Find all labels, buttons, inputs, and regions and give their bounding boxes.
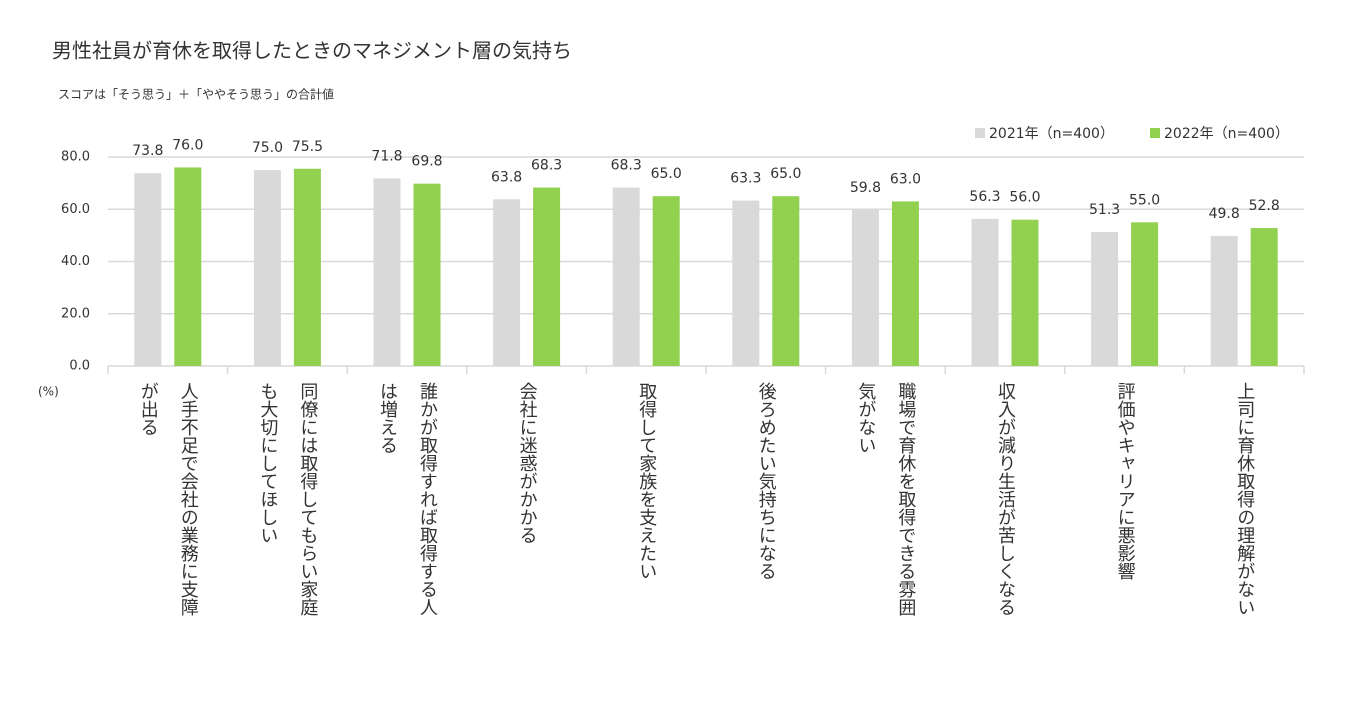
value-label: 49.8 bbox=[1209, 206, 1240, 222]
y-tick-label: 80.0 bbox=[61, 150, 90, 165]
bar bbox=[493, 199, 521, 366]
value-label: 51.3 bbox=[1089, 202, 1120, 218]
value-label: 69.8 bbox=[411, 154, 442, 170]
x-tick-label: 評価やキャリアに悪影響 bbox=[1114, 382, 1136, 580]
value-label: 63.8 bbox=[491, 169, 522, 185]
bar bbox=[1091, 231, 1119, 366]
bar bbox=[533, 187, 561, 366]
bar bbox=[293, 168, 321, 366]
value-label: 52.8 bbox=[1249, 198, 1280, 214]
value-label: 76.0 bbox=[172, 137, 203, 153]
bar bbox=[612, 187, 640, 366]
value-label: 68.3 bbox=[611, 158, 642, 174]
x-tick-label: 収入が減り生活が苦しくなる bbox=[995, 382, 1016, 616]
x-tick-label: 取得して家族を支えたい bbox=[636, 382, 658, 580]
value-label: 65.0 bbox=[770, 166, 801, 182]
x-tick-label: 上司に育休取得の理解がない bbox=[1234, 382, 1256, 616]
legend-swatch bbox=[975, 128, 985, 138]
bar bbox=[1131, 222, 1159, 366]
value-label: 63.0 bbox=[890, 171, 921, 187]
bar bbox=[413, 183, 441, 366]
value-label: 65.0 bbox=[651, 166, 682, 182]
value-label: 56.3 bbox=[969, 189, 1000, 205]
chart-title: 男性社員が育休を取得したときのマネジメント層の気持ち bbox=[52, 39, 572, 63]
bar bbox=[891, 201, 919, 366]
value-label: 59.8 bbox=[850, 180, 881, 196]
value-label: 75.0 bbox=[252, 140, 283, 156]
value-label: 55.0 bbox=[1129, 192, 1160, 208]
value-label: 63.3 bbox=[730, 171, 761, 187]
y-tick-label: 20.0 bbox=[61, 306, 90, 321]
legend-label: 2021年（n=400） bbox=[989, 126, 1114, 142]
x-tick-label: 会社に迷惑がかかる bbox=[516, 382, 538, 544]
bar bbox=[851, 209, 879, 366]
value-label: 73.8 bbox=[132, 143, 163, 159]
x-tick-label: 後ろめたい気持ちになる bbox=[755, 382, 777, 580]
chart-subtitle: スコアは「そう思う」＋「ややそう思う」の合計値 bbox=[58, 87, 334, 102]
bar bbox=[373, 178, 401, 366]
value-label: 68.3 bbox=[531, 158, 562, 174]
legend-swatch bbox=[1150, 128, 1160, 138]
x-tick-label: 同僚には取得してもらい家庭も大切にしてほしい bbox=[257, 382, 319, 616]
y-tick-label: 0.0 bbox=[69, 359, 90, 374]
value-label: 75.5 bbox=[292, 139, 323, 155]
bar bbox=[174, 167, 202, 366]
value-label: 71.8 bbox=[371, 148, 402, 164]
bar bbox=[732, 200, 760, 366]
bar bbox=[772, 196, 800, 366]
x-tick-label: 誰かが取得すれば取得する人は増える bbox=[377, 382, 438, 616]
x-tick-label: 人手不足で会社の業務に支障が出る bbox=[137, 382, 199, 616]
y-tick-label: 60.0 bbox=[61, 202, 90, 217]
x-tick-label: 職場で育休を取得できる雰囲気がない bbox=[855, 382, 917, 616]
value-label: 56.0 bbox=[1009, 190, 1040, 206]
bar bbox=[652, 196, 680, 366]
bar bbox=[1011, 219, 1039, 366]
bar bbox=[1210, 235, 1238, 366]
bar bbox=[1250, 228, 1278, 366]
bar bbox=[253, 170, 281, 366]
legend-label: 2022年（n=400） bbox=[1164, 126, 1289, 142]
y-tick-label: 40.0 bbox=[61, 254, 90, 269]
unit-label: (%) bbox=[38, 385, 59, 399]
bar bbox=[134, 173, 162, 366]
bar bbox=[971, 218, 999, 366]
